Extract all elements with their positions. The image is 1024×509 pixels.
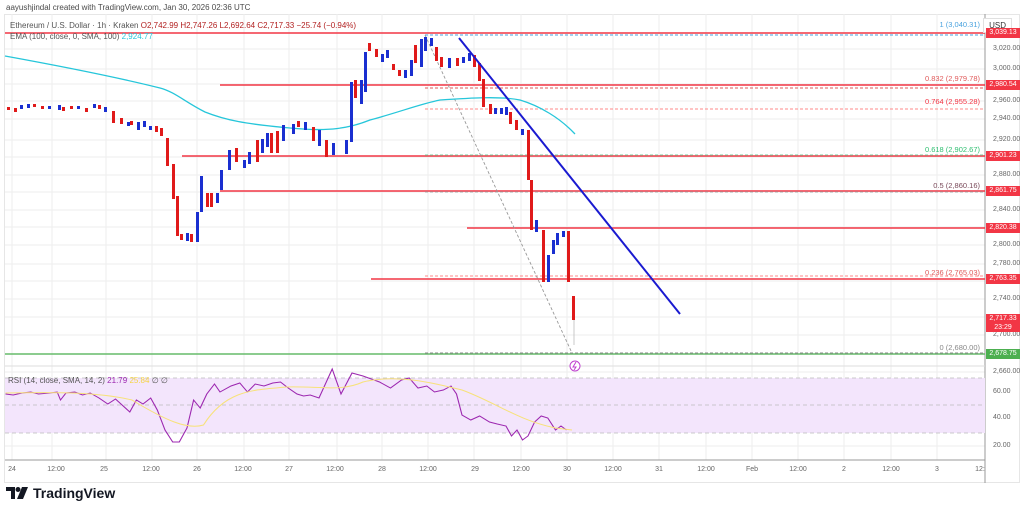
time-tick: 12:00 bbox=[419, 466, 437, 473]
price-label-support: 2,678.75 bbox=[986, 349, 1020, 359]
price-tick: 2,920.00 bbox=[993, 136, 1021, 143]
chart-frame bbox=[4, 14, 1020, 483]
fib-label: 0 (2,680.00) bbox=[939, 343, 980, 352]
symbol-title[interactable]: Ethereum / U.S. Dollar · 1h · Kraken bbox=[10, 21, 139, 30]
fib-label: 0.5 (2,860.16) bbox=[933, 181, 980, 190]
chart-credit: aayushjindal created with TradingView.co… bbox=[6, 3, 251, 12]
fib-label: 0.764 (2,955.28) bbox=[924, 97, 980, 106]
rsi-tick: 40.00 bbox=[993, 414, 1011, 421]
rsi-band bbox=[5, 378, 985, 433]
time-tick: 12:00 bbox=[697, 466, 715, 473]
time-tick: 27 bbox=[285, 466, 293, 473]
price-tick: 2,940.00 bbox=[993, 115, 1021, 122]
rsi-extra: ∅ ∅ bbox=[151, 376, 168, 385]
time-tick: 12:00 bbox=[326, 466, 344, 473]
rsi-line bbox=[5, 367, 567, 443]
ema-value: 2,924.77 bbox=[121, 32, 153, 41]
price-tick: 2,840.00 bbox=[993, 206, 1021, 213]
rsi-tick: 20.00 bbox=[993, 442, 1011, 449]
time-tick: 26 bbox=[193, 466, 201, 473]
tradingview-logo-icon bbox=[6, 487, 28, 499]
time-tick: 28 bbox=[378, 466, 386, 473]
fib-label: 1 (3,040.31) bbox=[939, 20, 980, 29]
ohlc-low: L2,692.64 bbox=[219, 21, 256, 30]
time-tick: 12:00 bbox=[142, 466, 160, 473]
current-price: 2,717.33 bbox=[989, 315, 1017, 322]
rsi-indicator-label[interactable]: RSI (14, close, SMA, 14, 2) bbox=[8, 376, 105, 385]
fib-label: 0.618 (2,902.67) bbox=[924, 145, 980, 154]
symbol-legend: Ethereum / U.S. Dollar · 1h · Kraken O2,… bbox=[10, 20, 356, 42]
price-tick: 2,660.00 bbox=[993, 368, 1021, 375]
ema-indicator-label[interactable]: EMA (100, close, 0, SMA, 100) bbox=[10, 32, 120, 41]
price-tick: 2,880.00 bbox=[993, 171, 1021, 178]
candles[interactable] bbox=[7, 37, 575, 345]
time-tick: 3 bbox=[935, 466, 939, 473]
time-tick: 25 bbox=[100, 466, 108, 473]
price-tick: 2,780.00 bbox=[993, 260, 1021, 267]
time-tick: 30 bbox=[563, 466, 571, 473]
current-price-label: 2,717.33 23:29 bbox=[986, 314, 1020, 332]
price-label: 2,820.38 bbox=[986, 223, 1020, 233]
price-tick: 3,020.00 bbox=[993, 45, 1021, 52]
time-tick: 12: bbox=[975, 466, 985, 473]
time-tick: 2 bbox=[842, 466, 846, 473]
bearish-trendline[interactable] bbox=[458, 37, 681, 315]
event-marker-icon[interactable] bbox=[569, 360, 581, 372]
time-tick: 12:00 bbox=[234, 466, 252, 473]
horizontal-levels[interactable] bbox=[5, 32, 985, 280]
ohlc-open: O2,742.99 bbox=[140, 21, 179, 30]
price-tick: 2,960.00 bbox=[993, 97, 1021, 104]
price-label: 2,763.35 bbox=[986, 274, 1020, 284]
rsi-sma-line bbox=[5, 378, 573, 431]
bar-countdown: 23:29 bbox=[994, 324, 1012, 331]
time-tick: 24 bbox=[8, 466, 16, 473]
price-tick: 2,740.00 bbox=[993, 295, 1021, 302]
time-tick: 29 bbox=[471, 466, 479, 473]
rsi-tick: 60.00 bbox=[993, 388, 1011, 395]
time-tick: 12:00 bbox=[789, 466, 807, 473]
fib-label: 0.236 (2,765.03) bbox=[924, 268, 980, 277]
time-tick: 12:00 bbox=[604, 466, 622, 473]
price-tick: 3,000.00 bbox=[993, 65, 1021, 72]
price-label: 2,980.54 bbox=[986, 80, 1020, 90]
fib-retracement[interactable] bbox=[424, 34, 985, 354]
time-tick: 12:00 bbox=[512, 466, 530, 473]
time-tick: 12:00 bbox=[882, 466, 900, 473]
tradingview-logo[interactable]: TradingView bbox=[6, 485, 115, 501]
ema-line[interactable] bbox=[4, 55, 576, 135]
price-label: 3,039.13 bbox=[986, 28, 1020, 38]
ohlc-change: −25.74 (−0.94%) bbox=[296, 21, 357, 30]
rsi-sma-value: 25.84 bbox=[129, 376, 150, 385]
rsi-legend: RSI (14, close, SMA, 14, 2) 21.79 25.84 … bbox=[8, 376, 168, 385]
ohlc-high: H2,747.26 bbox=[180, 21, 218, 30]
price-tick: 2,700.00 bbox=[993, 331, 1021, 338]
time-tick: 31 bbox=[655, 466, 663, 473]
brand-name: TradingView bbox=[33, 485, 116, 501]
fib-label: 0.832 (2,979.78) bbox=[924, 74, 980, 83]
time-tick: Feb bbox=[745, 466, 759, 473]
ohlc-close: C2,717.33 bbox=[257, 21, 295, 30]
time-tick: 12:00 bbox=[47, 466, 65, 473]
price-label: 2,861.75 bbox=[986, 186, 1020, 196]
price-tick: 2,800.00 bbox=[993, 241, 1021, 248]
rsi-value: 21.79 bbox=[107, 376, 128, 385]
price-label: 2,901.23 bbox=[986, 151, 1020, 161]
